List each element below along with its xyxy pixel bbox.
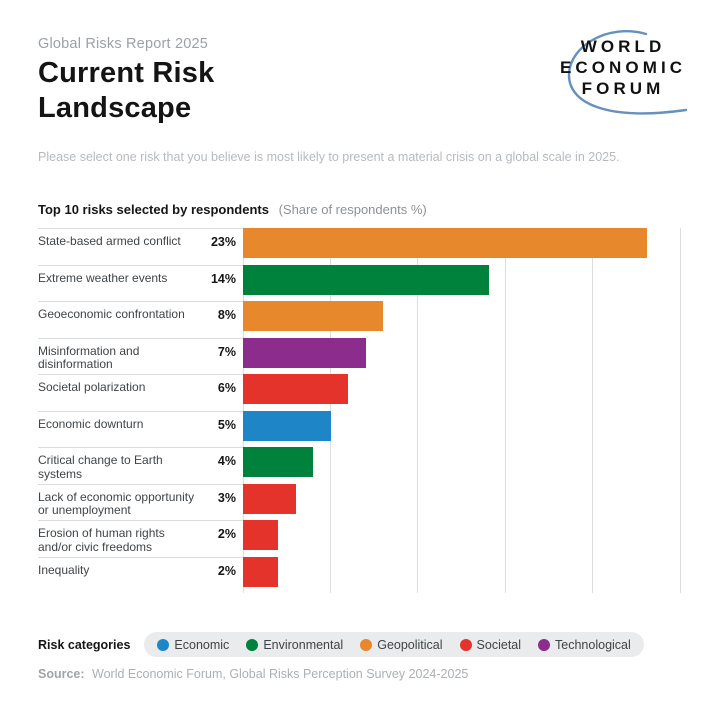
chart-subtitle: (Share of respondents %) — [278, 202, 427, 217]
chart-row: Geoeconomic confrontation 8% — [38, 301, 682, 338]
chart-row: Erosion of human rights and/or civic fre… — [38, 520, 682, 557]
source-line: Source: World Economic Forum, Global Ris… — [38, 667, 468, 681]
legend-pill: Economic Environmental Geopolitical Societa… — [144, 632, 644, 657]
risk-value-label: 2% — [203, 556, 243, 594]
risk-label: Inequality — [38, 556, 203, 594]
risk-label: Misinformation and disinformation — [38, 337, 203, 375]
risk-label: Erosion of human rights and/or civic fre… — [38, 520, 203, 557]
risk-bar-track — [243, 447, 682, 484]
legend-dot-icon — [459, 638, 472, 651]
legend-label: Risk categories — [38, 637, 131, 652]
risk-bar-track — [243, 228, 682, 265]
page-title-line1: Current Risk — [38, 57, 215, 89]
page-title-line2: Landscape — [38, 92, 192, 124]
risk-bar-track — [243, 374, 682, 411]
risk-value-label: 7% — [203, 337, 243, 375]
risk-bar — [243, 337, 366, 368]
risk-bar — [243, 374, 349, 404]
chart-row: Critical change to Earth systems 4% — [38, 447, 682, 484]
bar-chart: State-based armed conflict 23% Extreme wea… — [38, 228, 682, 593]
legend-item-societal[interactable]: Societal — [459, 637, 522, 652]
risk-bar-track — [243, 301, 682, 338]
legend-dot-icon — [360, 638, 373, 651]
risk-label: State-based armed conflict — [38, 228, 203, 265]
page-title: Current Risk Landscape — [38, 56, 214, 126]
risk-bar — [243, 301, 384, 331]
risk-bar-track — [243, 337, 682, 375]
legend-item-label: Technological — [555, 637, 631, 652]
legend-item-label: Geopolitical — [377, 637, 443, 652]
legend-item-label: Environmental — [263, 637, 344, 652]
chart-row: Inequality 2% — [38, 556, 682, 594]
risk-value-label: 3% — [203, 483, 243, 521]
chart-row: Misinformation and disinformation 7% — [38, 337, 682, 375]
legend-item-geopolitical[interactable]: Geopolitical — [360, 637, 443, 652]
risk-label: Lack of economic opportunity or unemploy… — [38, 483, 203, 521]
survey-question: Please select one risk that you believe … — [38, 150, 620, 164]
risk-label: Extreme weather events — [38, 264, 203, 302]
gridline — [417, 228, 419, 593]
chart-row: Extreme weather events 14% — [38, 264, 682, 302]
risk-value-label: 23% — [203, 228, 243, 265]
wef-logo: WORLD ECONOMIC FORUM — [552, 36, 690, 99]
chart-row: Societal polarization 6% — [38, 374, 682, 411]
risk-value-label: 14% — [203, 264, 243, 302]
risk-value-label: 4% — [203, 447, 243, 484]
risk-bar — [243, 483, 296, 514]
wef-logo-line1: WORLD — [580, 37, 666, 56]
risk-bar-track — [243, 556, 682, 594]
risk-bar-track — [243, 264, 682, 302]
risk-label: Geoeconomic confrontation — [38, 301, 203, 338]
source-text: World Economic Forum, Global Risks Perce… — [92, 667, 469, 681]
risk-bar-track — [243, 483, 682, 521]
legend-dot-icon — [538, 638, 551, 651]
risk-bar-track — [243, 520, 682, 557]
chart-rows: State-based armed conflict 23% Extreme wea… — [38, 228, 682, 593]
risk-value-label: 8% — [203, 301, 243, 338]
risk-value-label: 2% — [203, 520, 243, 557]
risk-bar — [243, 520, 279, 550]
legend: Risk categories Economic Environmental Geo… — [38, 632, 644, 657]
gridline — [679, 228, 681, 593]
risk-label: Economic downturn — [38, 410, 203, 448]
legend-dot-icon — [246, 638, 259, 651]
risk-bar — [243, 410, 331, 441]
chart-row: Lack of economic opportunity or unemploy… — [38, 483, 682, 521]
gridline — [504, 228, 506, 593]
legend-dot-icon — [157, 638, 170, 651]
risk-bar — [243, 447, 314, 477]
wef-logo-line3: FORUM — [581, 79, 665, 98]
legend-item-label: Societal — [476, 637, 522, 652]
chart-row: State-based armed conflict 23% — [38, 228, 682, 265]
legend-item-economic[interactable]: Economic — [157, 638, 229, 652]
wef-logo-line2: ECONOMIC — [559, 58, 687, 77]
source-label: Source: — [38, 667, 85, 681]
risk-bar — [243, 264, 489, 295]
legend-item-technological[interactable]: Technological — [538, 638, 631, 652]
gridline — [592, 228, 594, 593]
risk-bar-track — [243, 410, 682, 448]
risk-label: Societal polarization — [38, 374, 203, 411]
risk-bar — [243, 556, 279, 587]
chart-header: Top 10 risks selected by respondents (Sh… — [38, 202, 427, 217]
report-eyebrow: Global Risks Report 2025 — [38, 36, 209, 52]
risk-label: Critical change to Earth systems — [38, 447, 203, 484]
risk-value-label: 5% — [203, 410, 243, 448]
risk-bar — [243, 228, 647, 258]
chart-title: Top 10 risks selected by respondents — [38, 202, 269, 217]
legend-item-label: Economic — [174, 637, 230, 652]
risk-value-label: 6% — [203, 374, 243, 411]
chart-row: Economic downturn 5% — [38, 410, 682, 448]
legend-item-environmental[interactable]: Environmental — [246, 638, 343, 652]
